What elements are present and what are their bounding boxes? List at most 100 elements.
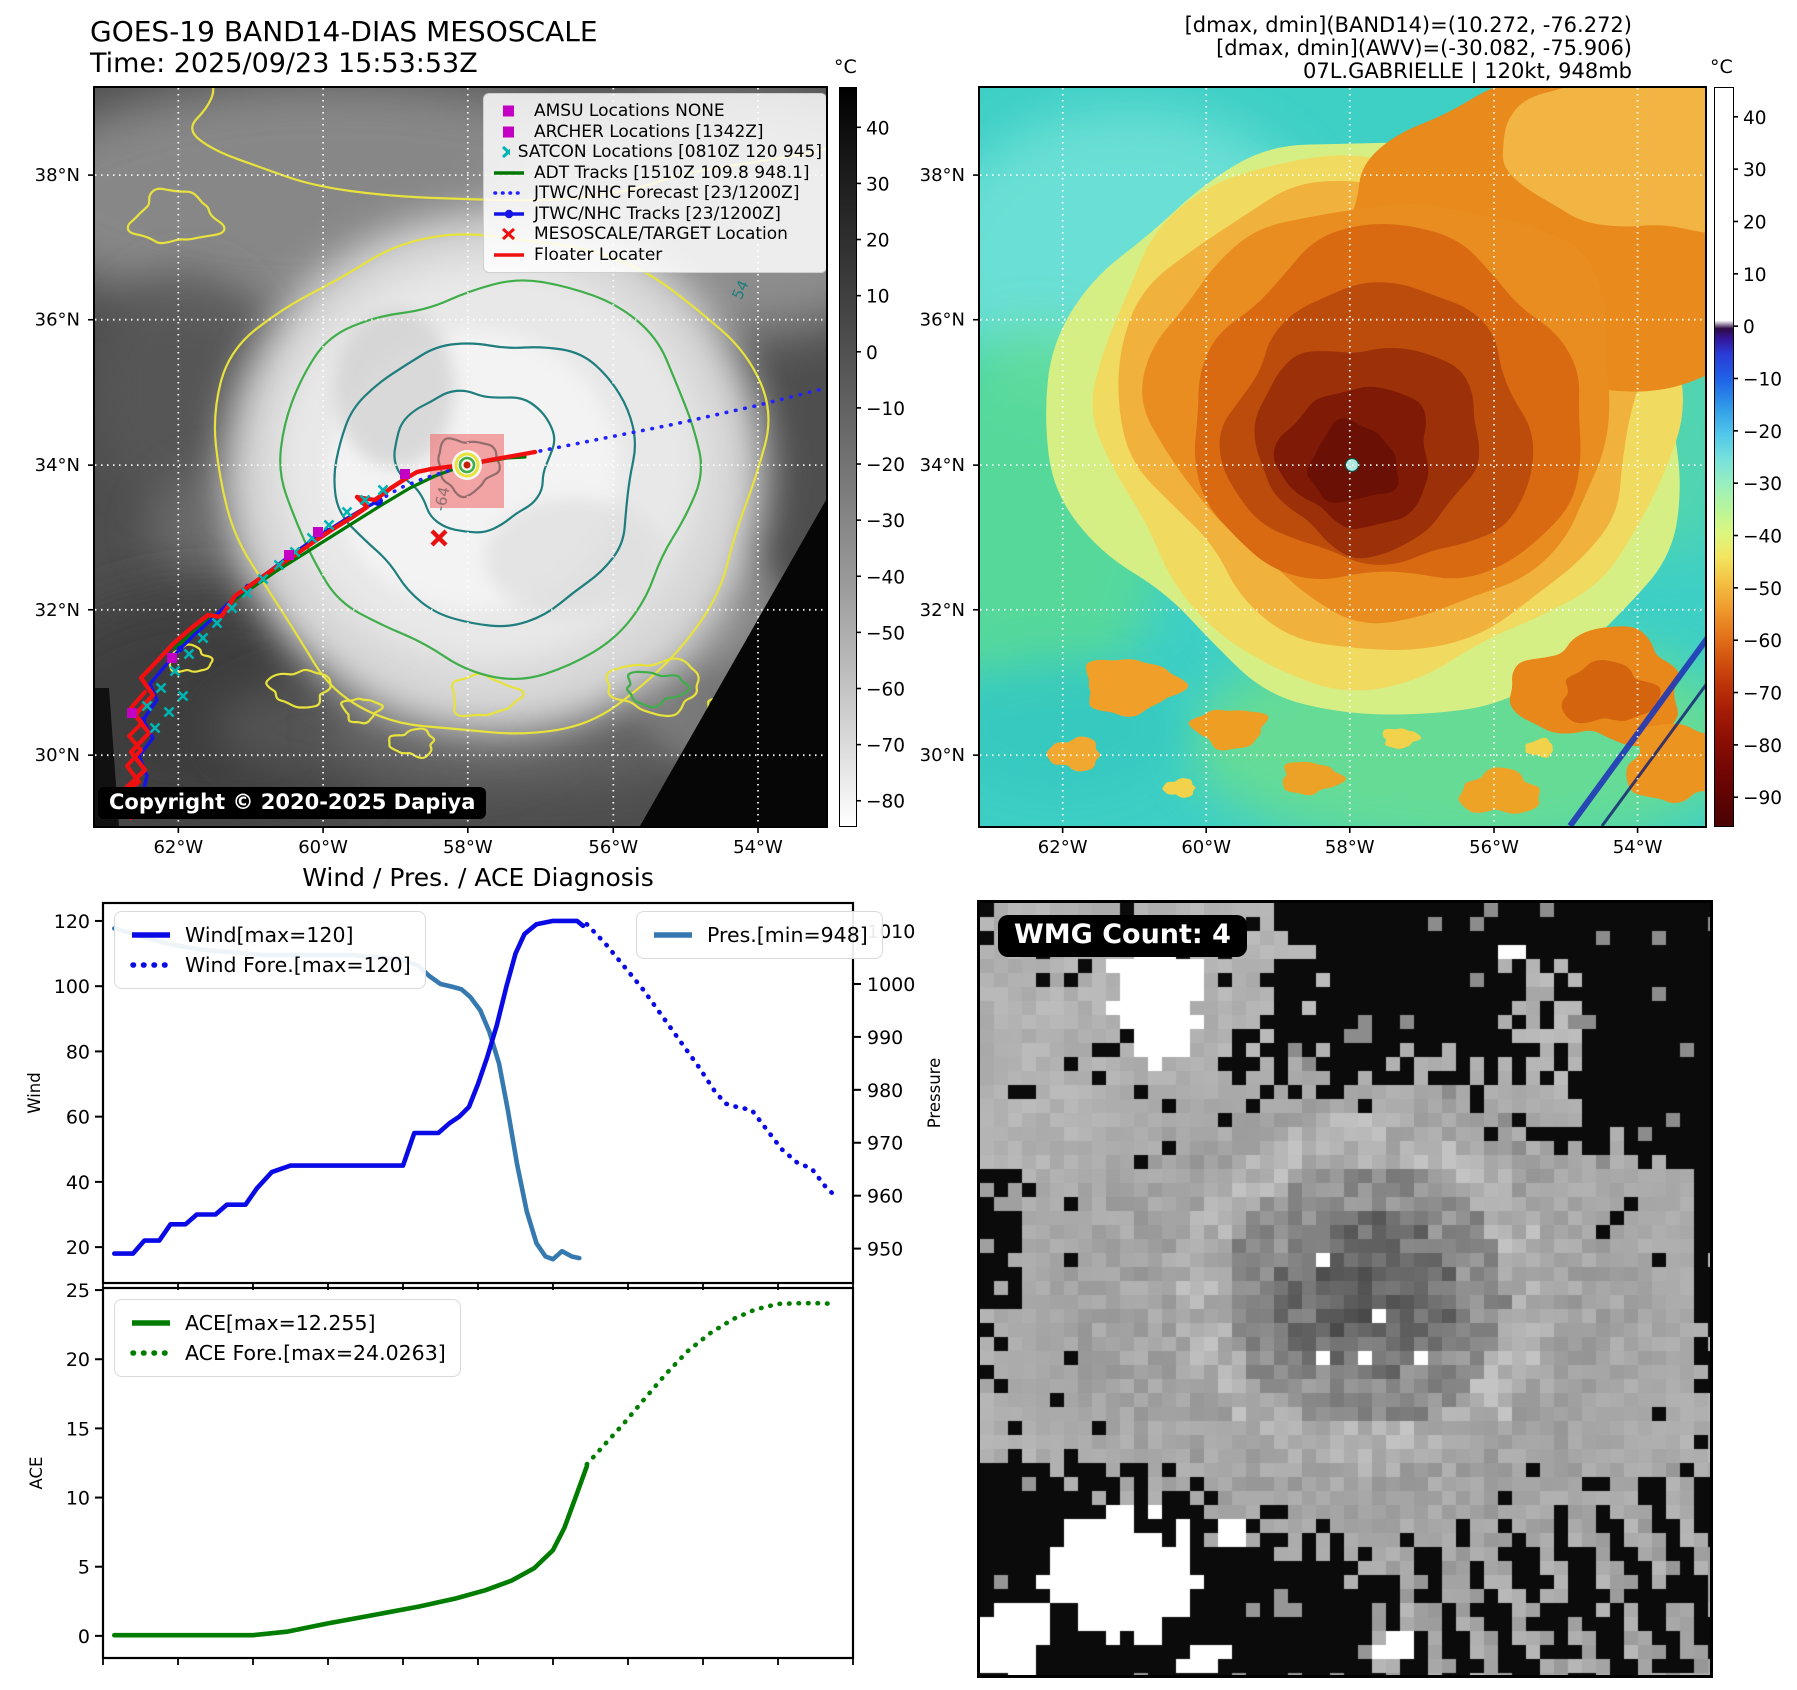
pressure-tick-label: 950 — [867, 1239, 903, 1261]
colorbar-tick-label: −20 — [1743, 422, 1782, 443]
pressure-tick-label: 1000 — [867, 974, 915, 996]
satcon-x-icon — [163, 706, 175, 718]
colorbar-tick-label: 10 — [866, 287, 890, 308]
satcon-x-icon — [273, 559, 285, 571]
satcon-x-icon — [226, 602, 238, 614]
colorbar-tick-label: 0 — [866, 343, 878, 364]
lat-tick-label: 30°N — [35, 745, 80, 766]
map-legend-item: MESOSCALE/TARGET Location — [492, 224, 822, 245]
legend-row: Wind Fore.[max=120] — [129, 950, 411, 980]
map-legend-item: SATCON Locations [0810Z 120 945] — [492, 142, 822, 163]
left-colorbar-unit: °C — [834, 56, 857, 78]
dmax-dmin-awv: [dmax, dmin](AWV)=(-30.082, -75.906) — [1216, 36, 1632, 60]
ace-forecast-legend-label: ACE Fore.[max=24.0263] — [185, 1341, 446, 1365]
legend-row: Wind[max=120] — [129, 920, 411, 950]
storm-tracks — [121, 386, 826, 820]
wmg-pixel-canvas — [980, 903, 1710, 1675]
colorbar-tick-label: 10 — [1743, 265, 1767, 286]
colorbar-tick-label: 20 — [866, 231, 890, 252]
lat-tick-label: 32°N — [35, 600, 80, 621]
awv-map-panel — [978, 86, 1707, 828]
lon-tick-label: 56°W — [588, 837, 638, 858]
colorbar-tick-label: −60 — [866, 680, 905, 701]
colorbar-tick-label: −50 — [866, 623, 905, 644]
ace-line-marker-icon — [132, 1320, 170, 1326]
map-legend-item: ARCHER Locations [1342Z] — [492, 122, 822, 143]
archer-square-icon — [313, 527, 323, 537]
color-ir-satellite-map — [980, 88, 1705, 826]
x-marker-icon — [501, 146, 510, 159]
wind-forecast-marker-icon — [130, 962, 173, 968]
archer-square-icon — [127, 708, 137, 718]
pressure-tick-label: 990 — [867, 1027, 903, 1049]
colorbar-tick-label: 40 — [1743, 108, 1767, 129]
pressure-line-marker-icon — [654, 932, 692, 938]
pressure-legend: Pres.[min=948] — [636, 911, 883, 959]
legend-row: ACE Fore.[max=24.0263] — [129, 1338, 446, 1368]
right-info-block: [dmax, dmin](BAND14)=(10.272, -76.272) [… — [1185, 14, 1632, 83]
wind-legend: Wind[max=120] Wind Fore.[max=120] — [114, 911, 426, 989]
lon-tick-label: 54°W — [733, 837, 783, 858]
satcon-x-icon — [257, 573, 269, 585]
lon-tick-label: 62°W — [1038, 837, 1088, 858]
legend-row: Pres.[min=948] — [651, 920, 868, 950]
colorbar-tick-label: 30 — [866, 174, 890, 195]
left-title-block: GOES-19 BAND14-DIAS MESOSCALE Time: 2025… — [90, 16, 598, 80]
storm-summary: 07L.GABRIELLE | 120kt, 948mb — [1303, 59, 1632, 83]
wind-tick-label: 120 — [54, 911, 90, 933]
lat-tick-label: 36°N — [920, 310, 965, 331]
fix-markers — [127, 469, 448, 734]
pressure-tick-label: 960 — [867, 1186, 903, 1208]
square-marker-icon — [503, 126, 514, 138]
colorbar-tick-label: −50 — [1743, 579, 1782, 600]
dotted-marker-icon — [493, 191, 525, 196]
map-legend-label: ARCHER Locations [1342Z] — [534, 121, 764, 142]
map-legend-label: MESOSCALE/TARGET Location — [534, 224, 788, 245]
wind-forecast-line — [584, 921, 837, 1198]
ace-tick-label: 20 — [66, 1349, 90, 1371]
pressure-tick-label: 970 — [867, 1133, 903, 1155]
lon-tick-label: 58°W — [443, 837, 493, 858]
satcon-x-icon — [377, 484, 389, 496]
wmg-count-badge: WMG Count: 4 — [998, 915, 1247, 957]
x-marker-icon — [501, 228, 516, 241]
colorbar-tick-label: −30 — [1743, 474, 1782, 495]
wind-axis-title: Wind — [25, 1072, 44, 1113]
colorbar-tick-label: −70 — [1743, 684, 1782, 705]
map-legend-label: ADT Tracks [1510Z 109.8 948.1] — [534, 162, 810, 183]
colorbar-tick-label: −20 — [866, 455, 905, 476]
lon-tick-label: 60°W — [1181, 837, 1231, 858]
lat-tick-label: 34°N — [35, 455, 80, 476]
ace-axis-title: ACE — [27, 1457, 46, 1490]
diagnosis-chart-title: Wind / Pres. / ACE Diagnosis — [302, 863, 654, 892]
satcon-x-icon — [155, 682, 167, 694]
satcon-x-icon — [149, 722, 161, 734]
ace-tick-label: 10 — [66, 1488, 90, 1510]
ace-forecast-line — [584, 1300, 837, 1467]
lat-tick-label: 38°N — [920, 165, 965, 186]
map-legend-item: Floater Locater — [492, 245, 822, 266]
satcon-x-icon — [169, 665, 181, 677]
map-legend: AMSU Locations NONE ARCHER Locations [134… — [483, 93, 826, 273]
lat-tick-label: 36°N — [35, 310, 80, 331]
colorbar-tick-label: −40 — [1743, 527, 1782, 548]
satcon-x-icon — [211, 617, 223, 629]
lat-tick-label: 32°N — [920, 600, 965, 621]
legend-row: ACE[max=12.255] — [129, 1308, 446, 1338]
satcon-x-icon — [241, 587, 253, 599]
map-legend-item: ADT Tracks [1510Z 109.8 948.1] — [492, 163, 822, 184]
right-colorbar — [1714, 87, 1734, 827]
colorbar-tick-label: −10 — [1743, 369, 1782, 390]
satcon-x-icon — [341, 506, 353, 518]
swath-edge — [640, 500, 826, 826]
square-marker-icon — [503, 105, 514, 117]
lon-tick-label: 56°W — [1469, 837, 1519, 858]
colorbar-tick-label: −40 — [866, 567, 905, 588]
right-colorbar-unit: °C — [1710, 56, 1733, 78]
copyright-badge: Copyright © 2020-2025 Dapiya — [98, 787, 487, 819]
wind-line-marker-icon — [132, 932, 170, 938]
wind-tick-label: 80 — [66, 1041, 90, 1063]
color-ir-imagery — [980, 88, 1705, 826]
